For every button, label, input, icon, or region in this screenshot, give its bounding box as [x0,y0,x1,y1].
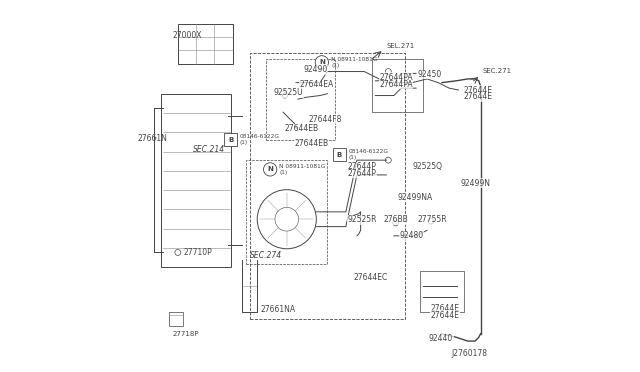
Text: N 08911-1081G
(1): N 08911-1081G (1) [331,57,378,68]
Text: 92525U: 92525U [274,89,303,97]
Bar [333,148,346,161]
Text: 92525R: 92525R [348,215,377,224]
Text: 92525Q: 92525Q [412,162,442,171]
Bar [250,53,405,319]
Text: 27710P: 27710P [184,248,212,257]
Text: 27644E: 27644E [464,92,493,101]
Text: 27644F8: 27644F8 [309,115,342,124]
Text: 27644EB: 27644EB [285,124,319,133]
Bar [266,59,335,140]
Circle shape [264,163,277,176]
Text: 27644EA: 27644EA [300,80,334,89]
Text: 27644P: 27644P [348,169,376,178]
Text: 92490: 92490 [303,65,328,74]
Text: 92480: 92480 [399,231,423,240]
Text: 08146-6122G
(1): 08146-6122G (1) [348,149,388,160]
Text: 27644EC: 27644EC [353,273,387,282]
Text: B: B [337,152,342,158]
Bar [420,271,464,311]
Text: 27755R: 27755R [417,215,447,224]
Text: 27661N: 27661N [137,134,167,142]
Text: 92499NA: 92499NA [397,193,433,202]
Text: 27644EB: 27644EB [294,139,328,148]
Text: 92499N: 92499N [460,179,490,187]
Text: 27644PA: 27644PA [379,80,413,89]
Circle shape [316,56,328,69]
Text: 92440: 92440 [429,334,453,343]
Text: 27644PA: 27644PA [379,73,413,81]
Text: 27644E: 27644E [431,311,460,320]
Text: 08146-6122G
(1): 08146-6122G (1) [240,134,280,145]
Text: N 08911-1081G
(1): N 08911-1081G (1) [280,164,326,175]
Text: SEC.271: SEC.271 [483,68,511,74]
Text: 92450: 92450 [418,70,442,79]
Text: B: B [228,137,233,143]
Text: 27661NA: 27661NA [261,305,296,314]
Text: N: N [319,59,324,65]
Bar [178,23,233,64]
Text: N: N [268,166,273,172]
Text: 276BB: 276BB [383,215,408,224]
Text: 27718P: 27718P [172,331,199,337]
Text: 27000X: 27000X [172,31,202,40]
Text: 27644E: 27644E [431,304,460,313]
Text: 27644P: 27644P [348,162,376,171]
Bar [224,133,237,147]
Bar [168,311,184,326]
Bar [372,59,424,112]
Text: SEL.271: SEL.271 [387,42,415,48]
Bar [246,160,328,263]
Text: SEC.274: SEC.274 [250,251,282,260]
Text: SEC.214: SEC.214 [193,145,225,154]
Text: J2760178: J2760178 [451,350,487,359]
Text: 27644E: 27644E [464,86,493,94]
